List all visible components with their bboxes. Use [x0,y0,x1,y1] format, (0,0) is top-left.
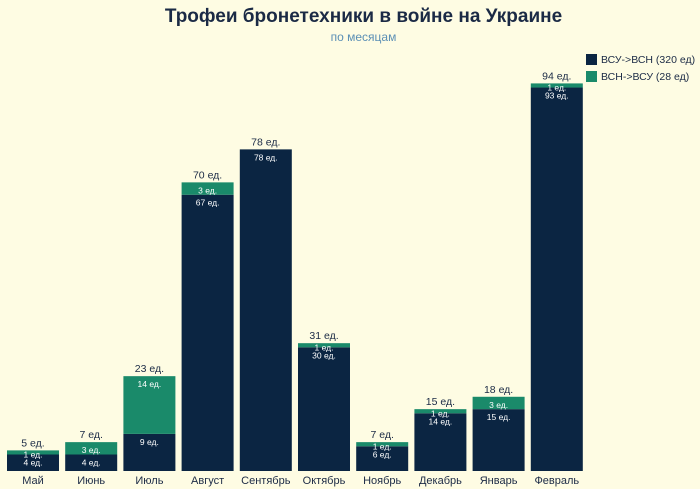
bar-captured-by-vsu-3 [181,182,234,195]
bar-captured-by-vsu-6 [356,442,409,447]
bar-captured-by-vsn-5 [298,347,350,471]
bar-captured-by-vsn-2 [123,433,176,471]
total-label-2: 23 ед. [135,363,164,375]
chart-title: Трофеи бронетехники в войне на Украине [164,6,563,27]
total-label-6: 7 ед. [370,429,393,441]
segment-label-0-0: 4 ед. [24,458,43,468]
segment-label-0-8: 15 ед. [487,412,511,422]
total-label-9: 94 ед. [542,70,571,82]
total-label-5: 31 ед. [309,330,338,342]
bar-captured-by-vsu-5 [298,343,350,348]
category-label-8: Январь [480,475,518,487]
total-label-7: 15 ед. [426,396,455,408]
total-label-8: 18 ед. [484,384,513,396]
total-label-1: 7 ед. [79,429,102,441]
category-label-5: Октябрь [303,475,346,487]
segment-label-1-7: 1 ед. [431,408,450,418]
bar-captured-by-vsn-4 [239,149,292,471]
legend: ВСУ->ВСН (320 ед) ВСН->ВСУ (28 ед) [586,52,695,86]
segment-label-0-1: 4 ед. [82,458,101,468]
bar-captured-by-vsu-1 [65,442,118,455]
bar-captured-by-vsn-7 [414,413,467,471]
segment-label-0-5: 30 ед. [312,350,336,360]
category-label-2: Июль [135,475,163,487]
segment-label-1-1: 3 ед. [82,445,101,455]
legend-swatch-series-0 [586,54,597,65]
segment-label-0-4: 78 ед. [254,152,278,162]
bar-captured-by-vsu-0 [7,450,59,455]
bar-captured-by-vsn-0 [7,454,59,471]
bar-captured-by-vsu-7 [414,409,467,414]
category-label-1: Июнь [77,475,105,487]
segment-label-0-9: 93 ед. [545,91,569,101]
category-label-3: Август [191,475,224,487]
bar-captured-by-vsu-8 [472,396,525,410]
category-label-7: Декабрь [419,475,462,487]
segment-label-0-3: 67 ед. [196,198,220,208]
legend-label-series-1: ВСН->ВСУ (28 ед) [601,70,690,83]
bar-captured-by-vsn-1 [65,454,118,471]
segment-label-0-2: 9 ед. [140,437,159,447]
segment-label-1-9: 1 ед. [547,83,566,93]
segment-label-1-0: 1 ед. [24,450,43,460]
bar-captured-by-vsn-3 [181,194,234,472]
bar-captured-by-vsn-6 [356,446,409,471]
segment-label-1-2: 14 ед. [138,379,162,389]
category-label-0: Май [22,475,44,487]
segment-label-0-7: 14 ед. [429,416,453,426]
segment-label-0-6: 6 ед. [373,449,392,459]
category-label-6: Ноябрь [363,475,401,487]
bar-captured-by-vsn-9 [530,87,583,472]
category-label-4: Сентябрь [241,475,291,487]
segment-label-1-6: 1 ед. [373,441,392,451]
chart-subtitle: по месяцам [330,30,397,44]
legend-item-series-1: ВСН->ВСУ (28 ед) [586,69,695,84]
total-label-0: 5 ед. [21,437,44,449]
legend-item-series-0: ВСУ->ВСН (320 ед) [586,52,695,67]
legend-swatch-series-1 [586,71,597,82]
total-label-4: 78 ед. [251,136,280,148]
segment-label-1-3: 3 ед. [198,185,217,195]
bar-captured-by-vsu-9 [530,83,583,88]
segment-label-1-5: 1 ед. [315,342,334,352]
bar-captured-by-vsu-2 [123,376,176,434]
legend-label-series-0: ВСУ->ВСН (320 ед) [601,53,696,66]
category-label-9: Февраль [534,475,579,487]
bar-captured-by-vsn-8 [472,409,525,471]
total-label-3: 70 ед. [193,169,222,181]
segment-label-1-8: 3 ед. [489,400,508,410]
